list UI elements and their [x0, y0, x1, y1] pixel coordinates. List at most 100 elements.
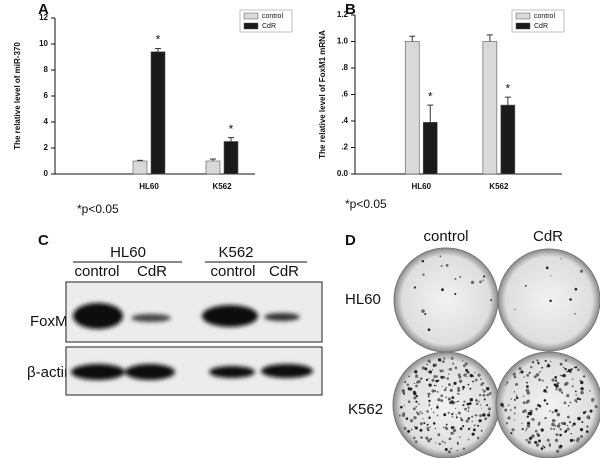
colony [434, 427, 436, 430]
colony [465, 419, 469, 423]
colony [589, 409, 593, 413]
colony [470, 427, 472, 429]
colony [466, 376, 468, 378]
colony [448, 437, 452, 441]
colony [573, 439, 576, 442]
colony [429, 417, 431, 420]
colony [553, 428, 556, 431]
colony [444, 447, 448, 451]
colony [541, 366, 544, 369]
colony [456, 441, 459, 444]
colony [531, 417, 535, 421]
colony [450, 400, 454, 404]
colony [548, 444, 551, 447]
colony [541, 379, 544, 382]
colony [545, 386, 549, 389]
colony [437, 379, 440, 382]
colony [440, 399, 444, 403]
legend-label: CdR [262, 23, 276, 30]
colony [555, 388, 558, 391]
band [73, 303, 123, 329]
colony [513, 391, 516, 393]
colony [435, 375, 439, 378]
colony [479, 280, 482, 284]
colony [442, 426, 445, 429]
colony [512, 372, 516, 376]
colony [409, 419, 414, 423]
colony [427, 392, 431, 396]
colony [459, 436, 461, 438]
colony [528, 371, 531, 374]
colony [479, 414, 483, 418]
colony [480, 383, 483, 386]
colony [486, 387, 490, 391]
colony [575, 366, 578, 369]
row-label: β-actin [27, 364, 72, 381]
column-label: CdR [533, 228, 563, 245]
legend-label: CdR [534, 23, 548, 30]
colony [427, 359, 431, 363]
y-tick-label: 4 [44, 117, 49, 126]
colony [549, 410, 551, 412]
colony [436, 406, 439, 409]
colony [563, 382, 568, 386]
colony [530, 365, 533, 369]
footnote: *p<0.05 [77, 202, 119, 216]
colony [452, 396, 455, 399]
colony [435, 442, 437, 444]
colony [426, 410, 429, 413]
colony [398, 414, 401, 417]
legend-swatch [243, 12, 259, 20]
colony [451, 413, 454, 416]
colony [566, 415, 570, 419]
colony [544, 417, 547, 420]
significance-marker: * [428, 89, 433, 103]
colony [513, 398, 516, 401]
bar [404, 41, 420, 175]
colony [483, 389, 486, 393]
row-label: K562 [348, 401, 383, 418]
colony [483, 275, 486, 278]
colony [437, 358, 441, 362]
error-bar [486, 34, 493, 42]
colony [417, 412, 420, 416]
colony [415, 394, 418, 398]
colony [477, 373, 481, 377]
colony [442, 360, 445, 364]
band [131, 314, 171, 322]
colony [452, 426, 455, 429]
colony [526, 415, 530, 418]
colony [526, 385, 529, 388]
colony [526, 424, 531, 428]
colony [421, 366, 425, 370]
colony [449, 388, 453, 392]
colony [432, 369, 434, 371]
colony [455, 416, 458, 419]
colony [537, 361, 540, 365]
colony [441, 288, 444, 292]
colony [579, 435, 584, 439]
colony [405, 417, 409, 420]
colony [558, 422, 561, 425]
colony [429, 437, 433, 441]
significance-marker: * [229, 122, 234, 136]
colony [404, 381, 407, 383]
colony [572, 422, 576, 426]
colony [457, 373, 461, 377]
colony [428, 405, 430, 407]
colony [451, 385, 454, 387]
colony [435, 385, 437, 387]
colony [559, 433, 562, 437]
colony [476, 436, 480, 440]
colony [543, 446, 546, 449]
colony [401, 390, 406, 394]
colony [475, 402, 479, 406]
legend-swatch [515, 12, 531, 20]
colony [538, 439, 541, 443]
colony [413, 436, 416, 440]
colony [535, 443, 539, 447]
colony [569, 438, 574, 443]
colony [579, 379, 582, 382]
colony [431, 389, 435, 393]
legend-swatch [243, 22, 259, 30]
